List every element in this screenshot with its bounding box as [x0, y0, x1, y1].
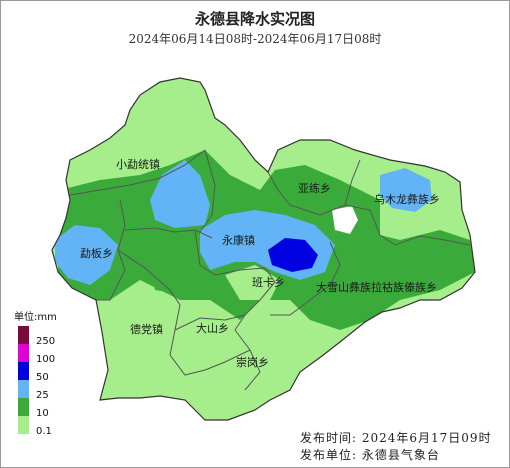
legend-row: 100 — [14, 344, 57, 365]
rain-zone-none — [332, 206, 358, 234]
county-outline — [51, 77, 476, 421]
region-label-xiaomengtong: 小勐统镇 — [116, 157, 160, 171]
rain-zone-darkblue — [268, 238, 318, 272]
release-unit: 发布单位: 永德县气象台 — [300, 448, 440, 462]
legend-swatch — [18, 398, 29, 416]
legend-value: 10 — [36, 408, 49, 419]
legend-row: 250 — [14, 326, 57, 347]
region-label-yalian: 亚练乡 — [298, 181, 331, 195]
region-label-banka: 班卡乡 — [252, 276, 285, 289]
legend-title: 单位:mm — [14, 312, 57, 323]
region-label-dedang: 德党镇 — [130, 322, 163, 336]
map-title: 永德县降水实况图 — [194, 10, 315, 28]
rain-zone-green-mid — [150, 245, 200, 295]
legend-value: 50 — [36, 372, 49, 383]
legend-swatch — [18, 380, 29, 398]
rain-zone-blue-north — [150, 160, 210, 228]
legend-swatch — [18, 344, 29, 362]
region-label-dashan: 大山乡 — [196, 321, 229, 335]
rain-zone-blue-west — [55, 225, 118, 285]
legend-value: 100 — [36, 354, 56, 365]
legend-row: 50 — [14, 362, 57, 383]
region-label-mengban: 勐板乡 — [80, 246, 113, 260]
legend-swatch — [18, 326, 29, 344]
release-time: 发布时间: 2024年6月17日09时 — [300, 431, 492, 445]
region-label-chonggang: 崇岗乡 — [236, 356, 269, 369]
legend-value: 25 — [36, 390, 49, 401]
region-label-yongkang: 永康镇 — [222, 233, 255, 247]
legend-swatch — [18, 416, 29, 434]
legend-row: 10 — [14, 398, 57, 419]
legend-value: 250 — [36, 336, 56, 347]
region-label-daxueshan: 大雪山彝族拉祜族傣族乡 — [316, 280, 437, 294]
legend-value: 0.1 — [36, 426, 52, 437]
township-borders — [69, 149, 471, 391]
legend-row: 0.1 — [14, 416, 57, 437]
rain-zone-blue-east — [380, 168, 432, 212]
region-label-wumulong: 乌木龙彝族乡 — [374, 192, 440, 206]
rain-zone-light-island — [225, 265, 280, 300]
legend: 单位:mm 250 100 50 25 10 0.1 — [14, 308, 57, 437]
legend-swatch — [18, 362, 29, 380]
map-subtitle: 2024年06月14日08时-2024年06月17日08时 — [128, 32, 382, 46]
legend-row: 25 — [14, 380, 57, 401]
legend-rows: 250 100 50 25 10 0.1 — [14, 326, 57, 437]
